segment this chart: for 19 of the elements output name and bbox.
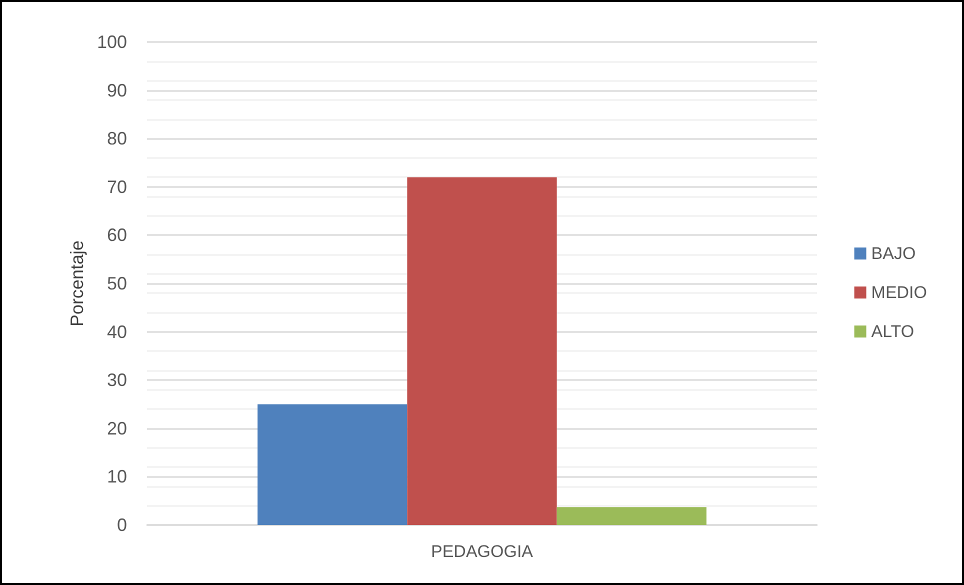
y-tick-label: 0: [116, 515, 127, 535]
bar: [556, 507, 706, 525]
y-tick-label: 100: [96, 32, 127, 52]
y-axis-title: Porcentaje: [67, 240, 88, 327]
y-tick-label: 50: [106, 274, 127, 294]
y-tick-label: 90: [106, 80, 127, 100]
legend-label: MEDIO: [871, 283, 928, 302]
bar: [407, 177, 557, 525]
y-tick-label: 40: [106, 322, 127, 342]
legend-label: ALTO: [871, 322, 914, 341]
bar: [258, 404, 408, 525]
y-tick-label: 20: [106, 418, 127, 438]
legend-label: BAJO: [871, 244, 916, 263]
y-tick-label: 30: [106, 370, 127, 390]
y-tick-label: 60: [106, 225, 127, 246]
x-tick-label: PEDAGOGIA: [430, 542, 534, 561]
y-tick-label: 80: [106, 128, 127, 149]
y-tick-label: 70: [106, 176, 127, 197]
y-tick-label: 10: [106, 466, 127, 487]
